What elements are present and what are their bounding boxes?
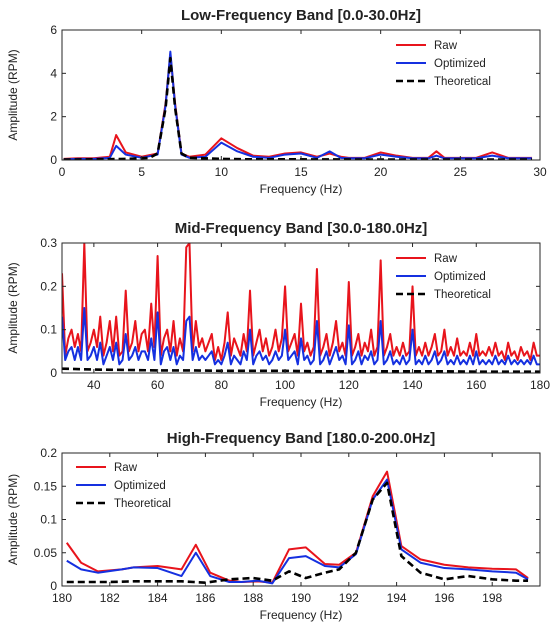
series-line-optimized — [62, 307, 540, 366]
x-axis-label: Frequency (Hz) — [260, 608, 343, 622]
x-tick-label: 190 — [291, 591, 311, 605]
legend-label-theoretical: Theoretical — [434, 76, 491, 88]
x-tick-label: 40 — [87, 378, 101, 392]
y-tick-label: 4 — [50, 66, 57, 80]
x-tick-label: 180 — [530, 378, 550, 392]
x-tick-label: 25 — [454, 165, 468, 179]
x-tick-label: 60 — [151, 378, 165, 392]
series-line-optimized — [66, 478, 529, 585]
x-tick-label: 188 — [243, 591, 263, 605]
legend-label-optimized: Optimized — [434, 271, 486, 283]
plot-frame — [61, 29, 541, 161]
series-line-optimized — [63, 50, 533, 160]
legend-label-raw: Raw — [434, 253, 458, 265]
x-tick-label: 120 — [339, 378, 359, 392]
x-axis-label: Frequency (Hz) — [260, 395, 343, 409]
x-tick-label: 192 — [339, 591, 359, 605]
legend-label-raw: Raw — [434, 40, 458, 52]
y-tick-label: 0.3 — [40, 236, 57, 250]
x-tick-label: 160 — [466, 378, 486, 392]
chart-panel-1: Low-Frequency Band [0.0-30.0Hz]0 5 10 15 20 2… — [6, 7, 547, 196]
x-tick-label: 15 — [294, 165, 308, 179]
legend: Raw Optimized Theoretical — [76, 462, 171, 510]
y-tick-label: 0.15 — [34, 479, 58, 493]
legend: Raw Optimized Theoretical — [396, 40, 491, 88]
chart-panel-3: High-Frequency Band [180.0-200.0Hz] 180 18… — [6, 430, 541, 622]
x-tick-label: 140 — [403, 378, 423, 392]
y-axis-label: Amplitude (RPM) — [6, 49, 20, 140]
x-tick-label: 30 — [533, 165, 547, 179]
series-line-raw — [63, 52, 533, 160]
y-tick-label: 0 — [50, 366, 57, 380]
y-tick-label: 0 — [50, 579, 57, 593]
chart-title: High-Frequency Band [180.0-200.0Hz] — [167, 430, 435, 447]
series-line-raw — [62, 243, 540, 361]
x-tick-label: 194 — [387, 591, 407, 605]
x-tick-label: 182 — [100, 591, 120, 605]
y-tick-label: 0.2 — [40, 446, 57, 460]
legend-label-raw: Raw — [114, 462, 138, 474]
series-line-theoretical — [62, 367, 540, 373]
legend-label-optimized: Optimized — [114, 480, 166, 492]
x-tick-label: 0 — [59, 165, 66, 179]
x-tick-label: 184 — [148, 591, 168, 605]
x-tick-label: 186 — [195, 591, 215, 605]
legend-label-theoretical: Theoretical — [114, 498, 171, 510]
y-tick-label: 0.1 — [40, 513, 57, 527]
y-tick-label: 0 — [50, 153, 57, 167]
series-line-theoretical — [66, 481, 529, 584]
chart-title: Mid-Frequency Band [30.0-180.0Hz] — [175, 220, 428, 237]
x-tick-label: 5 — [138, 165, 145, 179]
x-tick-label: 10 — [215, 165, 229, 179]
x-tick-label: 180 — [52, 591, 72, 605]
y-tick-label: 0.2 — [40, 279, 57, 293]
y-tick-label: 6 — [50, 23, 57, 37]
legend: Raw Optimized Theoretical — [396, 253, 491, 301]
x-tick-label: 100 — [275, 378, 295, 392]
y-tick-label: 0.1 — [40, 323, 57, 337]
x-tick-label: 80 — [215, 378, 229, 392]
x-tick-label: 196 — [434, 591, 454, 605]
legend-label-theoretical: Theoretical — [434, 289, 491, 301]
x-axis-label: Frequency (Hz) — [260, 182, 343, 196]
series-line-theoretical — [63, 56, 533, 160]
x-tick-label: 20 — [374, 165, 388, 179]
y-tick-label: 0.05 — [34, 546, 58, 560]
x-tick-label: 198 — [482, 591, 502, 605]
chart-panel-2: Mid-Frequency Band [30.0-180.0Hz] 40 60 80 1… — [6, 220, 550, 409]
plot-frame — [61, 242, 541, 374]
y-axis-label: Amplitude (RPM) — [6, 474, 20, 565]
y-tick-label: 2 — [50, 110, 57, 124]
legend-label-optimized: Optimized — [434, 58, 486, 70]
chart-title: Low-Frequency Band [0.0-30.0Hz] — [181, 7, 421, 24]
y-axis-label: Amplitude (RPM) — [6, 262, 20, 353]
